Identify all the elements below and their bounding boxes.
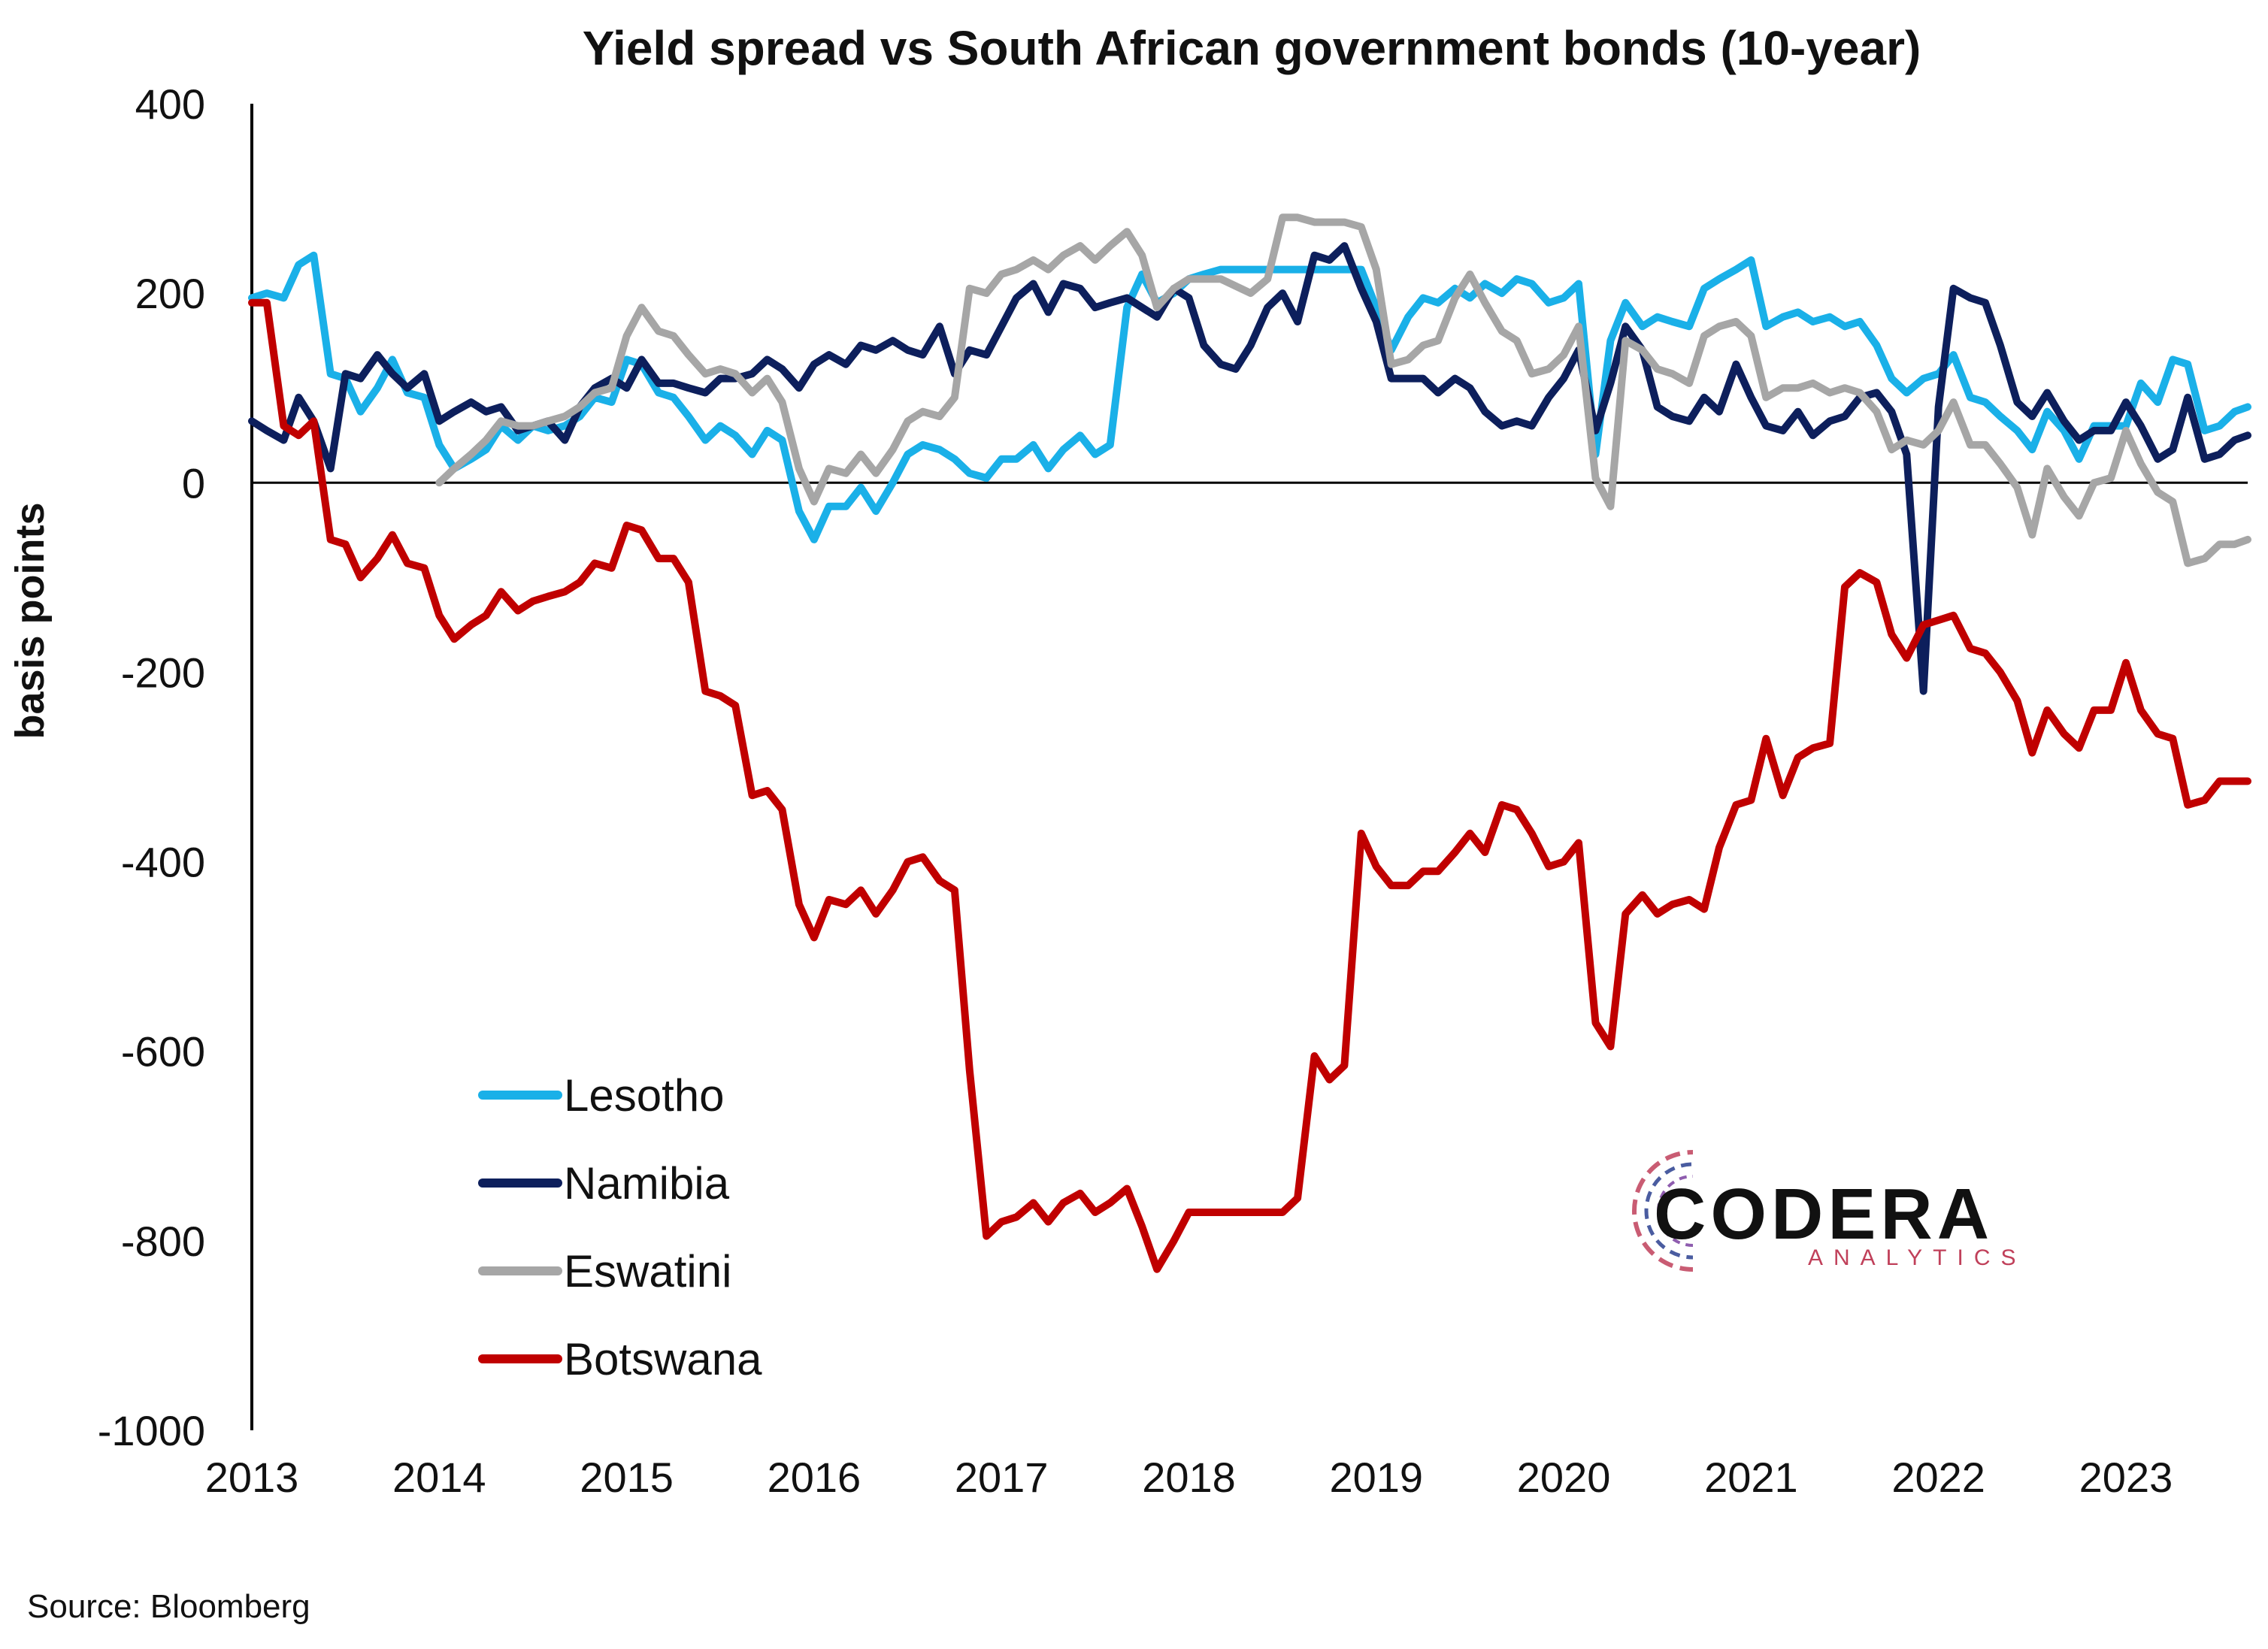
chart-title: Yield spread vs South African government… — [583, 21, 1921, 75]
legend: Lesotho Namibia Eswatini Botswana — [478, 1070, 762, 1384]
x-tick-labels: 2013 2014 2015 2016 2017 2018 2019 2020 2021 2022… — [205, 1454, 2173, 1501]
x-tick-label: 2023 — [2079, 1454, 2173, 1501]
y-tick-label: 0 — [182, 459, 205, 507]
source-note: Source: Bloomberg — [27, 1588, 310, 1625]
series-lines — [248, 213, 2251, 1273]
x-tick-label: 2013 — [205, 1454, 299, 1501]
series-line-namibia — [248, 242, 2251, 695]
y-axis-label: basis points — [8, 502, 53, 739]
logo-wordmark: CODERA — [1654, 1174, 1994, 1254]
y-tick-label: -800 — [121, 1218, 205, 1265]
legend-label-botswana: Botswana — [564, 1334, 762, 1384]
y-tick-labels: 400 200 0 -200 -400 -600 -800 -1000 — [98, 80, 205, 1454]
y-tick-label: 400 — [135, 80, 205, 128]
x-tick-label: 2015 — [580, 1454, 674, 1501]
x-tick-label: 2018 — [1142, 1454, 1236, 1501]
logo-subtitle: ANALYTICS — [1808, 1245, 2027, 1270]
x-tick-label: 2022 — [1891, 1454, 1985, 1501]
x-tick-label: 2020 — [1517, 1454, 1611, 1501]
series-line-eswatini — [435, 213, 2251, 567]
y-tick-label: 200 — [135, 270, 205, 317]
x-tick-label: 2016 — [768, 1454, 861, 1501]
x-tick-label: 2014 — [392, 1454, 486, 1501]
series-line-botswana — [248, 298, 2251, 1273]
y-tick-label: -600 — [121, 1028, 205, 1076]
codera-logo: CODERA ANALYTICS — [1632, 1142, 2027, 1279]
legend-label-namibia: Namibia — [564, 1158, 730, 1209]
x-tick-label: 2017 — [955, 1454, 1049, 1501]
legend-label-eswatini: Eswatini — [564, 1246, 731, 1297]
x-tick-label: 2021 — [1704, 1454, 1798, 1501]
y-tick-label: -200 — [121, 649, 205, 696]
y-tick-label: -400 — [121, 839, 205, 886]
legend-label-lesotho: Lesotho — [564, 1070, 725, 1121]
series-line-lesotho — [248, 251, 2251, 543]
x-tick-label: 2019 — [1329, 1454, 1423, 1501]
y-tick-label: -1000 — [98, 1407, 205, 1454]
logo-circuit-icon — [1632, 1142, 1776, 1279]
